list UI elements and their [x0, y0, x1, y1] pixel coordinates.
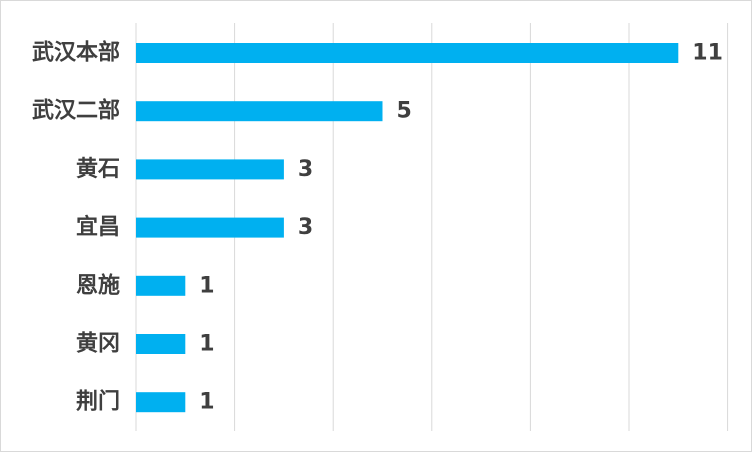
category-label-0: 武汉本部: [32, 40, 120, 66]
bar-0: [136, 43, 679, 63]
bar-5: [136, 334, 186, 354]
category-label-3: 宜昌: [76, 214, 120, 240]
bar-3: [136, 217, 284, 238]
bar-2: [136, 159, 284, 180]
category-label-4: 恩施: [76, 272, 120, 298]
category-label-5: 黄冈: [76, 332, 120, 357]
category-label-2: 黄石: [76, 157, 120, 182]
value-label-6: 1: [199, 390, 214, 415]
bar-1: [136, 101, 383, 122]
grid: [135, 23, 729, 431]
bar-6: [136, 392, 186, 413]
bar-4: [136, 275, 186, 296]
value-label-4: 1: [199, 273, 214, 298]
category-label-1: 武汉二部: [32, 98, 120, 124]
value-label-0: 11: [692, 41, 723, 66]
value-label-3: 3: [298, 215, 313, 240]
value-label-5: 1: [199, 332, 214, 357]
bars: [136, 43, 679, 413]
category-label-6: 荆门: [76, 389, 120, 415]
value-label-2: 3: [298, 157, 313, 182]
value-label-1: 5: [397, 99, 412, 124]
